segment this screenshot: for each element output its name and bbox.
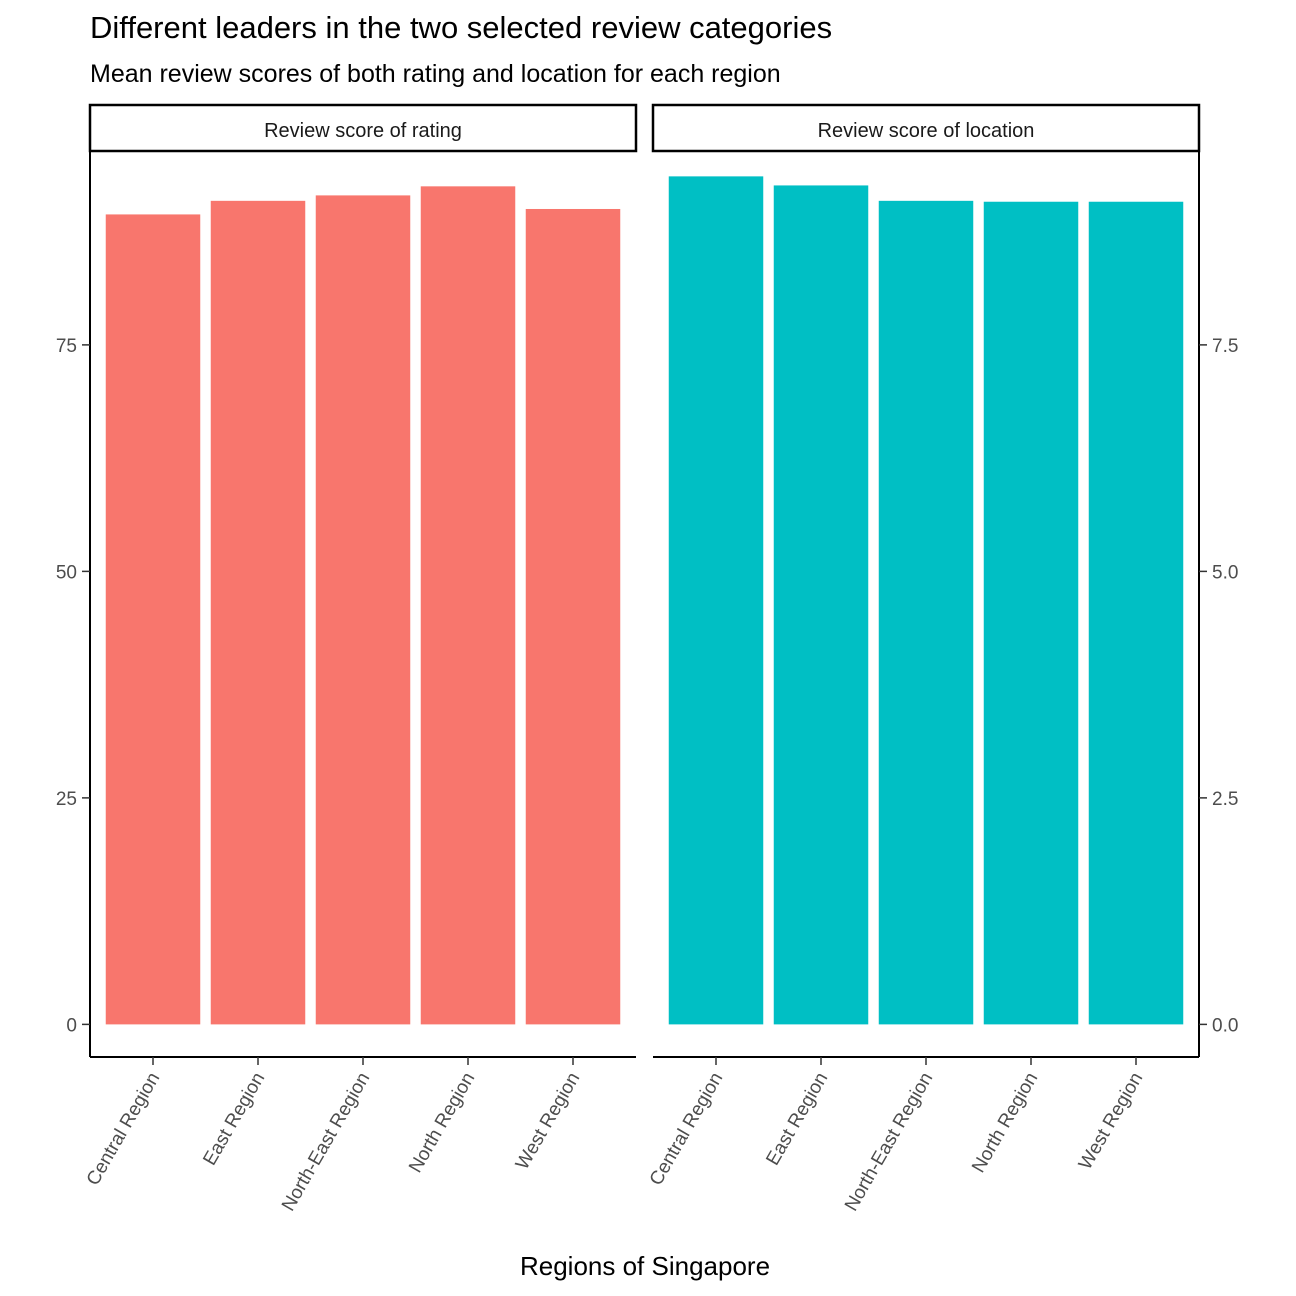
y-tick-label: 7.5	[1212, 336, 1238, 357]
facet-panel-2: Review score of location 0.0 2.5 5.0 7.5 Cent…	[646, 103, 1238, 1215]
bar-north-east-region	[315, 195, 411, 1025]
facet-strip	[88, 103, 638, 153]
facet-strip-label: Review score of rating	[264, 120, 462, 142]
x-tick-label: North Region	[405, 1069, 479, 1176]
y-tick-label: 25	[56, 789, 77, 810]
bar-central-region	[105, 214, 201, 1025]
x-tick-label: East Region	[762, 1069, 832, 1169]
bar-north-region	[983, 201, 1079, 1025]
chart-title: Different leaders in the two selected re…	[90, 10, 833, 45]
y-tick-label: 0	[66, 1015, 77, 1036]
x-tick-label: North-East Region	[841, 1069, 937, 1215]
facets-layer: Review score of rating 0 25 50 75 Central Reg…	[56, 103, 1238, 1215]
y-tick-label: 2.5	[1212, 789, 1238, 810]
bar-central-region	[668, 176, 764, 1025]
y-tick-label: 5.0	[1212, 562, 1238, 583]
x-tick-label: West Region	[1075, 1069, 1147, 1173]
facet-strip	[651, 103, 1201, 153]
bar-east-region	[773, 185, 869, 1025]
x-tick-label: West Region	[512, 1069, 584, 1173]
bar-north-region	[420, 186, 516, 1025]
y-tick-label: 0.0	[1212, 1015, 1238, 1036]
x-tick-label: Central Region	[83, 1069, 165, 1189]
x-tick-label: North Region	[968, 1069, 1042, 1176]
x-tick-label: North-East Region	[278, 1069, 374, 1215]
y-tick-label: 50	[56, 562, 77, 583]
chart-subtitle: Mean review scores of both rating and lo…	[90, 60, 781, 88]
x-tick-label: East Region	[199, 1069, 269, 1169]
x-tick-label: Central Region	[646, 1069, 728, 1189]
bar-west-region	[525, 208, 621, 1025]
x-axis-title: Regions of Singapore	[520, 1251, 770, 1281]
bar-west-region	[1088, 201, 1184, 1025]
bar-north-east-region	[878, 200, 974, 1025]
facet-panel-1: Review score of rating 0 25 50 75 Central Reg…	[56, 103, 638, 1215]
bar-east-region	[210, 200, 306, 1025]
facet-strip-label: Review score of location	[818, 120, 1035, 142]
y-tick-label: 75	[56, 336, 77, 357]
